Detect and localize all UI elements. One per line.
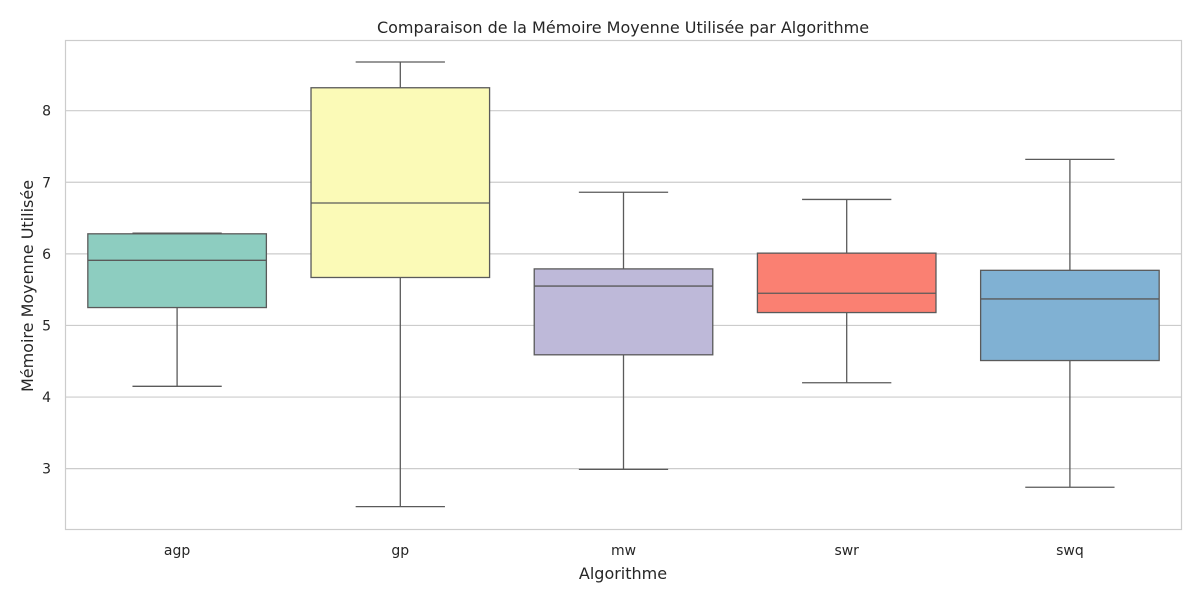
box-mw (533, 191, 714, 471)
box-swq (979, 158, 1160, 488)
y-tick-labels: 3 4 5 6 7 8 (42, 104, 51, 478)
box-gp (310, 61, 491, 508)
box-agp (87, 232, 268, 387)
x-axis-label: Algorithme (579, 564, 667, 583)
iqr-box (87, 233, 268, 309)
x-tick-label: swq (1056, 543, 1084, 559)
y-axis-label: Mémoire Moyenne Utilisée (18, 180, 37, 392)
y-tick-label: 8 (42, 104, 51, 120)
x-tick-labels: agp gp mw swr swq (164, 543, 1084, 559)
y-tick-label: 6 (42, 247, 51, 263)
plot-frame (64, 39, 1183, 531)
y-tick-label: 7 (42, 175, 51, 191)
x-tick-label: agp (164, 543, 190, 559)
iqr-box (310, 87, 491, 279)
y-tick-label: 3 (42, 462, 51, 478)
chart-title: Comparaison de la Mémoire Moyenne Utilis… (377, 18, 869, 37)
x-tick-label: mw (611, 543, 636, 559)
iqr-box (533, 268, 714, 356)
y-tick-label: 5 (42, 318, 51, 334)
x-tick-label: gp (391, 543, 409, 559)
box-swr (756, 198, 937, 384)
box-series (87, 61, 1160, 508)
x-tick-label: swr (834, 543, 859, 559)
iqr-box (756, 252, 937, 314)
iqr-box (979, 269, 1160, 362)
y-tick-label: 4 (42, 390, 51, 406)
